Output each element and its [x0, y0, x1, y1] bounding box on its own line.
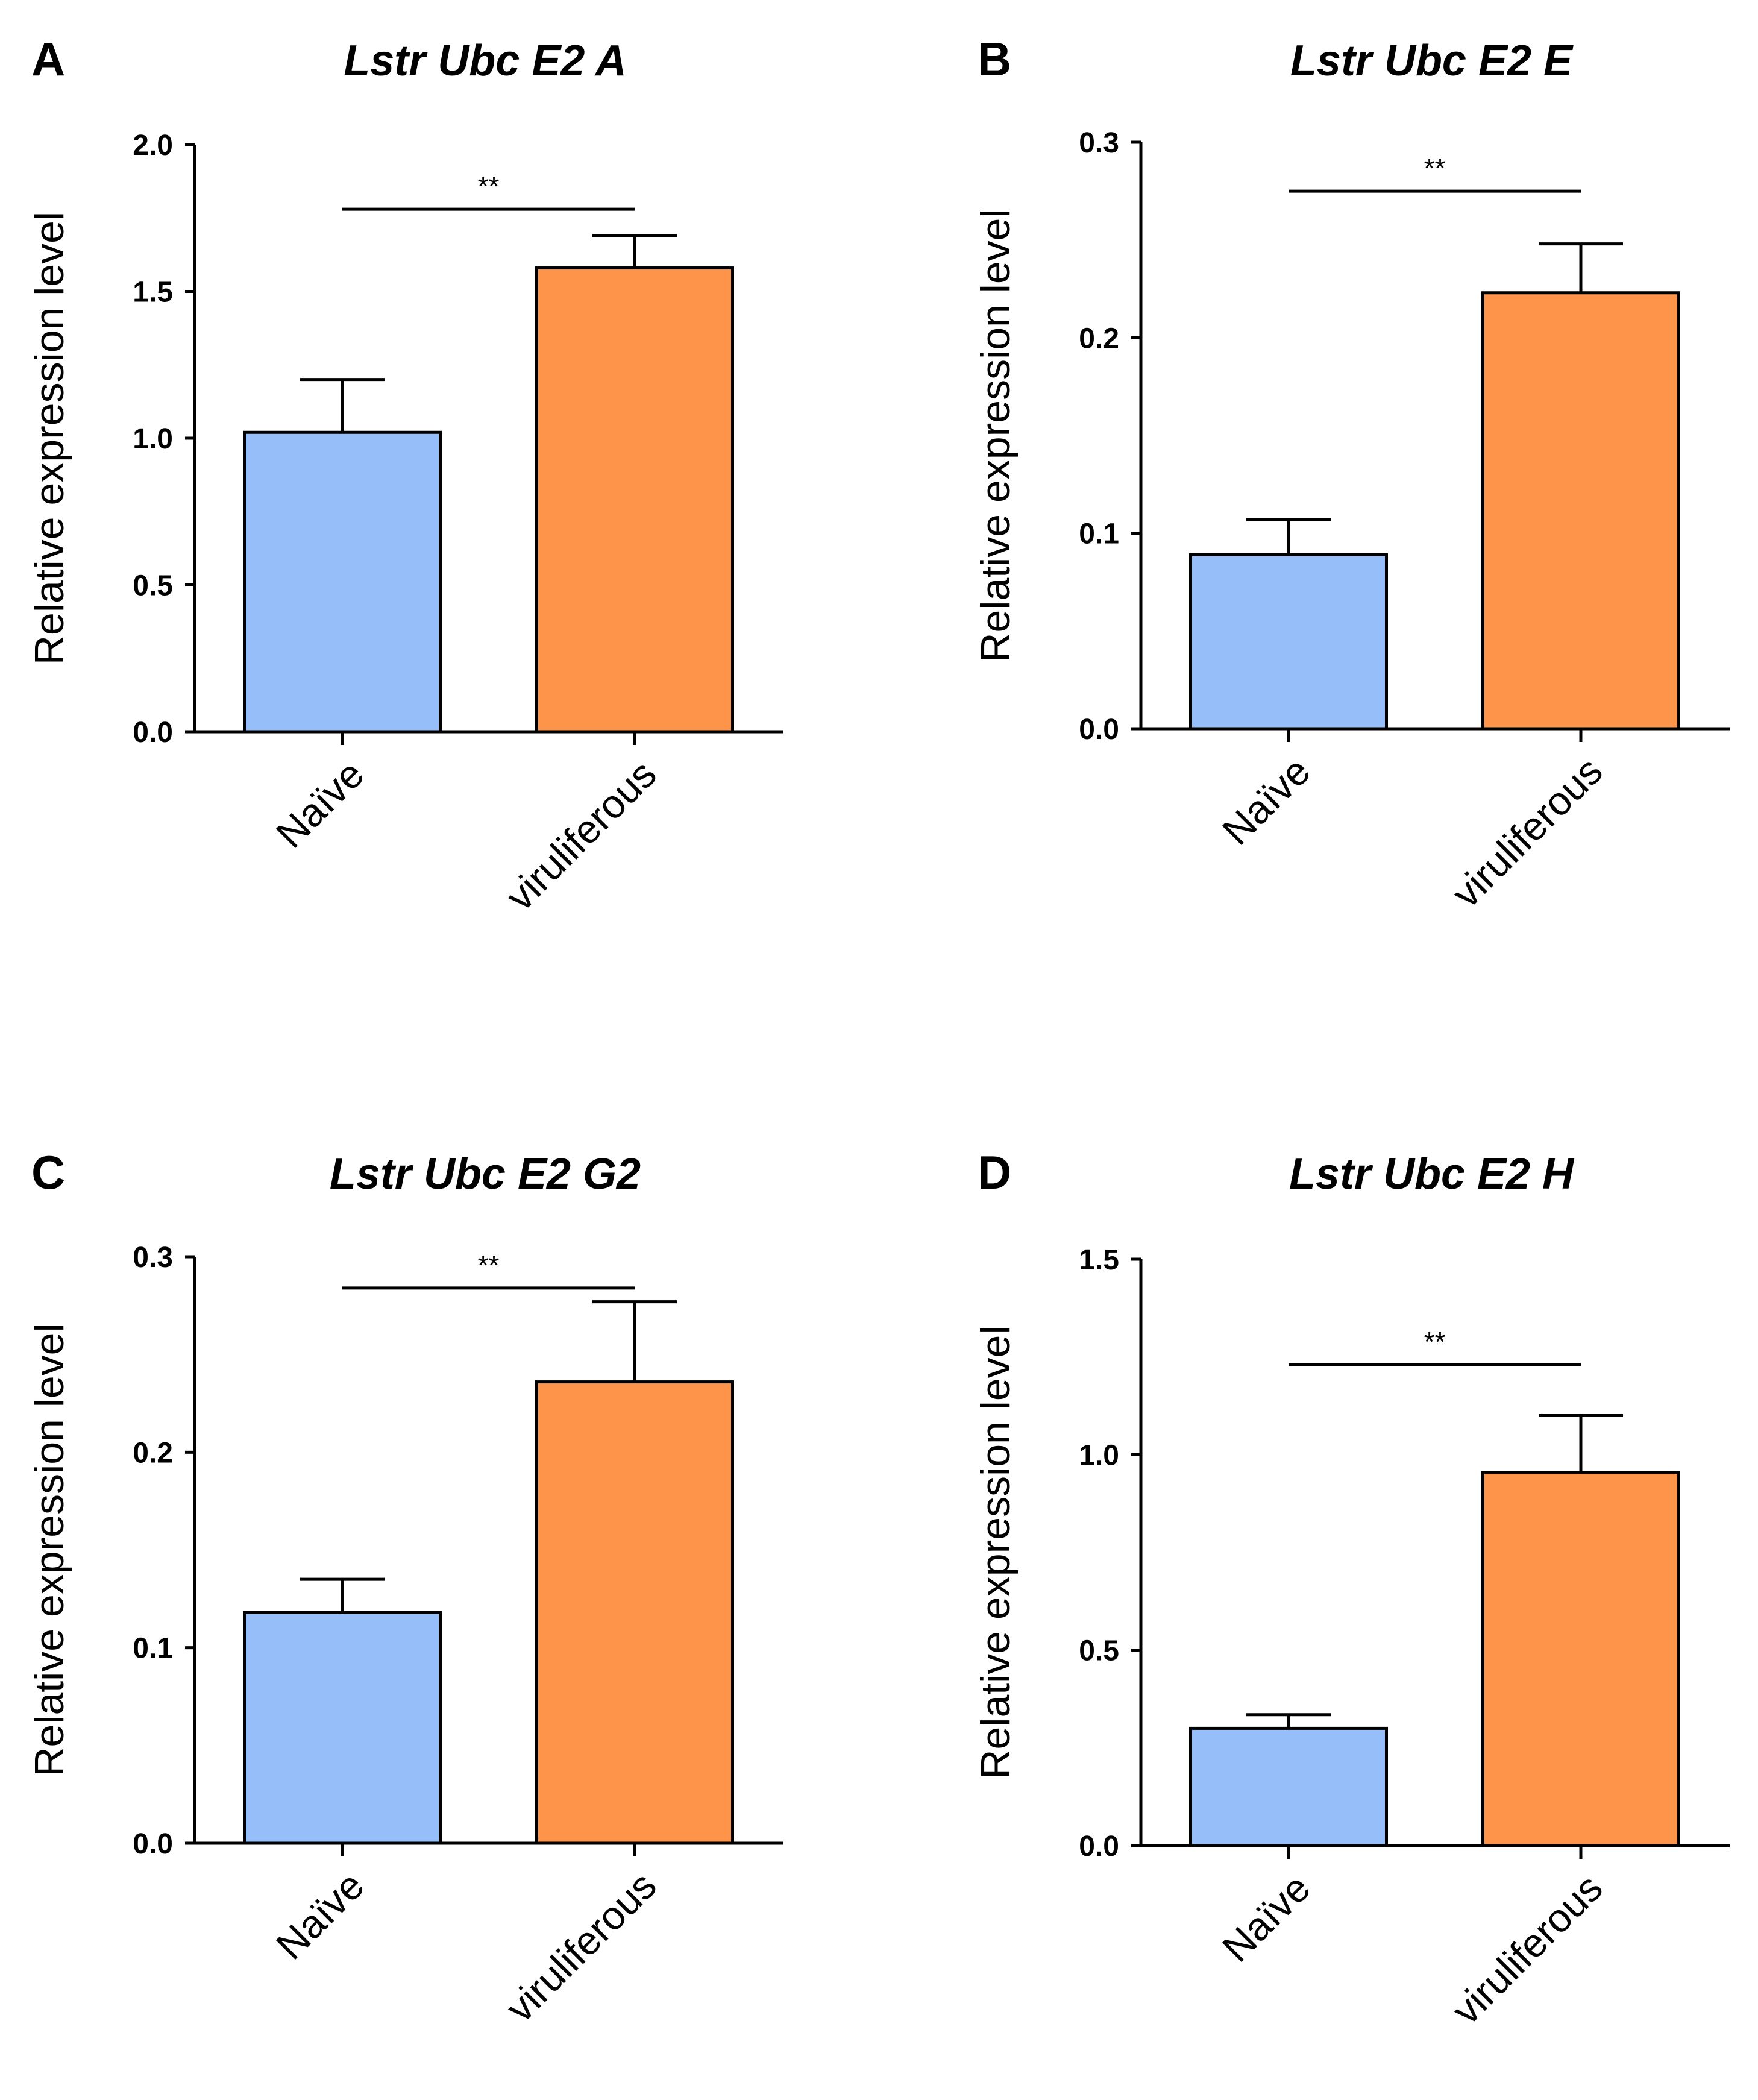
bar-naive: [1189, 553, 1388, 731]
significance-label: **: [478, 171, 500, 202]
y-axis-label: Relative expression level: [973, 209, 1019, 662]
panel-letter: A: [31, 33, 65, 86]
bar-naive: [243, 1611, 442, 1845]
chart-title: Lstr Ubc E2 E: [1290, 37, 1574, 85]
y-tick-label: 1.5: [133, 277, 173, 309]
y-tick-label: 0.0: [133, 717, 173, 749]
y-tick-label: 1.5: [1079, 1244, 1119, 1276]
y-tick-label: 0.0: [1079, 714, 1119, 746]
chart-panel-b: B Lstr Ubc E2 E Relative expression level 0…: [973, 33, 1730, 916]
y-axis-label: Relative expression level: [27, 1323, 72, 1776]
significance-label: **: [478, 1250, 500, 1281]
y-tick-label: 0.2: [133, 1437, 173, 1469]
x-tick-label: viruliferous: [497, 1863, 665, 2031]
bar-viruliferous: [535, 1380, 734, 1845]
chart-panel-c: C Lstr Ubc E2 G2 Relative expression level…: [27, 1146, 783, 2031]
y-tick-label: 1.0: [1079, 1439, 1119, 1471]
y-tick-label: 0.1: [133, 1633, 173, 1665]
y-tick-label: 0.2: [1079, 322, 1119, 354]
chart-panel-d: D Lstr Ubc E2 H Relative expression level 0…: [973, 1146, 1730, 2033]
significance-label: **: [1424, 1326, 1446, 1357]
bar-naive: [1189, 1726, 1388, 1847]
bar-viruliferous: [1481, 291, 1680, 731]
y-tick-label: 0.0: [1079, 1831, 1119, 1863]
y-tick-label: 0.5: [133, 570, 173, 602]
chart-title: Lstr Ubc E2 A: [344, 37, 626, 85]
chart-title: Lstr Ubc E2 H: [1289, 1150, 1575, 1198]
x-tick-label: Naïve: [1214, 1866, 1319, 1970]
y-tick-label: 0.3: [1079, 127, 1119, 159]
x-tick-label: Naïve: [268, 752, 372, 857]
panel-letter: D: [978, 1146, 1011, 1199]
y-tick-label: 0.5: [1079, 1635, 1119, 1667]
x-tick-label: viruliferous: [497, 752, 665, 919]
bar-viruliferous: [535, 266, 734, 734]
y-tick-label: 0.0: [133, 1828, 173, 1860]
y-axis-label: Relative expression level: [973, 1325, 1019, 1779]
y-tick-label: 1.0: [133, 423, 173, 455]
significance-label: **: [1424, 152, 1446, 184]
y-axis-label: Relative expression level: [27, 212, 72, 665]
y-tick-label: 2.0: [133, 130, 173, 162]
x-tick-label: viruliferous: [1443, 749, 1611, 916]
panel-letter: C: [31, 1146, 65, 1199]
x-tick-label: Naïve: [268, 1863, 372, 1968]
y-tick-label: 0.1: [1079, 518, 1119, 550]
chart-title: Lstr Ubc E2 G2: [330, 1150, 641, 1198]
panel-letter: B: [978, 33, 1011, 86]
bar-viruliferous: [1481, 1471, 1680, 1847]
bar-naive: [243, 430, 442, 734]
chart-panel-a: A Lstr Ubc E2 A Relative expression level 0…: [27, 33, 783, 919]
y-tick-label: 0.3: [133, 1242, 173, 1274]
x-tick-label: Naïve: [1214, 749, 1319, 854]
x-tick-label: viruliferous: [1443, 1866, 1611, 2033]
